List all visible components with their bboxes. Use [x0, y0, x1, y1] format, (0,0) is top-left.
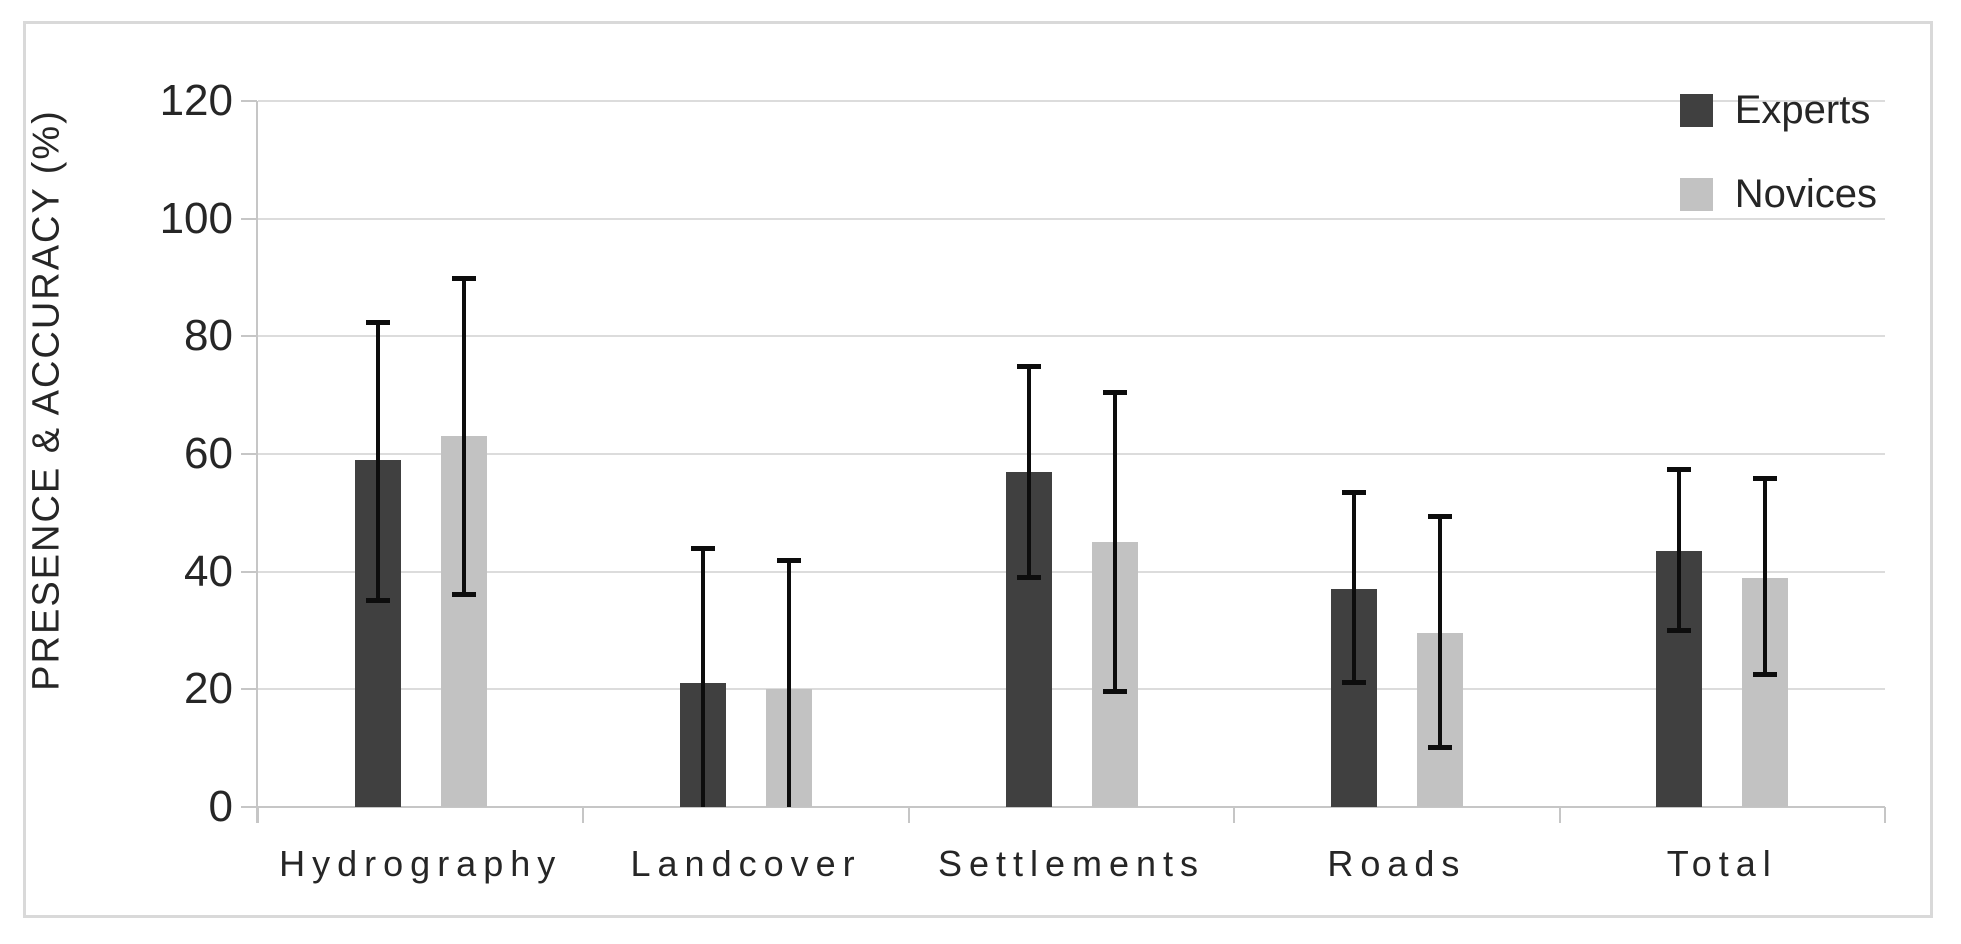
- legend: Experts Novices: [1679, 88, 1877, 256]
- gridline-60: [258, 453, 1885, 455]
- legend-label-novices: Novices: [1734, 172, 1877, 216]
- gridline-40: [258, 570, 1885, 573]
- y-tick-label-120: 120: [159, 76, 233, 125]
- legend-label-experts: Experts: [1734, 88, 1871, 132]
- y-tick-60: [241, 453, 257, 455]
- error-cap-bottom-experts-settlements: [1016, 574, 1041, 580]
- experts-swatch-icon: [1679, 93, 1713, 127]
- error-cap-bottom-novices-total: [1753, 671, 1778, 677]
- y-tick-label-100: 100: [159, 193, 233, 243]
- y-tick-label-60: 60: [184, 429, 233, 478]
- y-tick-80: [241, 335, 257, 338]
- x-tick-3: [1233, 807, 1236, 823]
- gridline-120: [258, 100, 1885, 102]
- y-tick-label-20: 20: [184, 664, 233, 714]
- x-category-label-landcover: Landcover: [630, 843, 862, 884]
- x-tick-2: [907, 807, 910, 823]
- gridline-80: [258, 335, 1885, 338]
- x-tick-5: [1884, 807, 1886, 823]
- error-cap-top-novices-total: [1753, 475, 1778, 481]
- error-bar-experts-hydrography: [375, 321, 380, 602]
- plot-area: 120 100 80 60 40 20 0 Hydrography Landcover Settl…: [160, 76, 1886, 884]
- error-cap-bottom-experts-roads: [1341, 680, 1366, 686]
- error-bar-novices-hydrography: [461, 277, 466, 596]
- x-category-label-settlements: Settlements: [937, 843, 1206, 884]
- error-bar-experts-settlements: [1026, 365, 1031, 578]
- error-bar-novices-roads: [1437, 515, 1442, 749]
- x-tick-0: [257, 807, 259, 823]
- y-tick-label-40: 40: [184, 546, 233, 596]
- error-cap-top-experts-roads: [1341, 490, 1366, 496]
- gridline-100: [258, 217, 1885, 220]
- x-tick-4: [1558, 807, 1561, 823]
- legend-item-novices: Novices: [1679, 172, 1877, 216]
- gridline-20: [258, 688, 1885, 691]
- error-cap-top-novices-landcover: [777, 557, 802, 563]
- x-category-label-hydrography: Hydrography: [279, 843, 563, 884]
- error-bar-novices-landcover: [787, 559, 792, 807]
- y-tick-40: [241, 570, 257, 573]
- error-cap-top-novices-roads: [1427, 513, 1452, 519]
- y-tick-label-0: 0: [208, 782, 233, 831]
- x-tick-1: [582, 807, 585, 823]
- error-cap-top-experts-hydrography: [365, 319, 390, 325]
- error-cap-bottom-experts-hydrography: [365, 598, 390, 604]
- error-bar-novices-settlements: [1112, 392, 1117, 693]
- error-cap-top-experts-settlements: [1016, 363, 1041, 369]
- error-cap-top-novices-settlements: [1102, 390, 1127, 396]
- y-tick-100: [241, 217, 257, 220]
- chart-frame: [23, 21, 1933, 918]
- error-bar-experts-roads: [1351, 492, 1356, 684]
- y-tick-20: [241, 688, 257, 691]
- x-category-label-total: Total: [1666, 843, 1778, 884]
- error-cap-bottom-novices-roads: [1427, 745, 1452, 751]
- y-axis-line: [256, 101, 258, 823]
- x-category-label-roads: Roads: [1327, 843, 1467, 884]
- novices-swatch-icon: [1679, 177, 1713, 211]
- error-cap-bottom-novices-settlements: [1102, 689, 1127, 695]
- x-axis-line: [258, 806, 1885, 808]
- error-cap-top-novices-hydrography: [451, 275, 476, 281]
- y-tick-0: [241, 806, 257, 808]
- error-bar-experts-landcover: [701, 548, 706, 807]
- error-cap-bottom-experts-total: [1667, 627, 1692, 633]
- y-tick-label-80: 80: [184, 311, 233, 361]
- error-cap-top-experts-landcover: [691, 546, 716, 552]
- error-bar-novices-total: [1763, 477, 1768, 675]
- y-tick-120: [241, 100, 257, 102]
- legend-item-experts: Experts: [1679, 88, 1877, 132]
- error-bar-experts-total: [1677, 468, 1682, 631]
- error-cap-top-experts-total: [1667, 466, 1692, 472]
- error-cap-bottom-novices-hydrography: [451, 592, 476, 598]
